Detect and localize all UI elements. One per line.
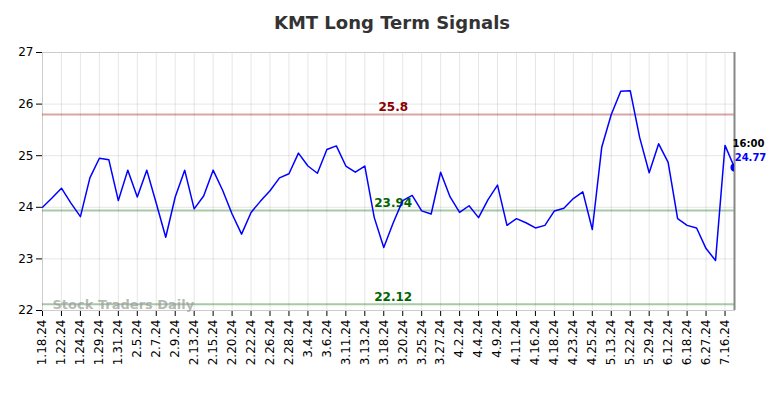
svg-text:2.26.24: 2.26.24 <box>263 320 277 366</box>
svg-text:16:00: 16:00 <box>733 138 765 149</box>
svg-text:25.8: 25.8 <box>378 100 408 114</box>
svg-text:24: 24 <box>18 200 33 214</box>
svg-text:1.22.24: 1.22.24 <box>54 320 68 366</box>
svg-text:3.11.24: 3.11.24 <box>339 320 353 366</box>
svg-text:4.2.24: 4.2.24 <box>452 320 466 358</box>
svg-text:5.29.24: 5.29.24 <box>642 320 656 366</box>
svg-text:6.18.24: 6.18.24 <box>680 320 694 366</box>
svg-text:4.25.24: 4.25.24 <box>585 320 599 366</box>
svg-text:6.27.24: 6.27.24 <box>699 320 713 366</box>
svg-text:2.15.24: 2.15.24 <box>206 320 220 366</box>
svg-text:2.13.24: 2.13.24 <box>187 320 201 366</box>
svg-text:3.4.24: 3.4.24 <box>301 320 315 358</box>
svg-text:2.5.24: 2.5.24 <box>130 320 144 358</box>
svg-text:5.22.24: 5.22.24 <box>623 320 637 366</box>
svg-text:5.13.24: 5.13.24 <box>604 320 618 366</box>
svg-text:4.23.24: 4.23.24 <box>566 320 580 366</box>
svg-text:24.77: 24.77 <box>735 152 767 163</box>
svg-text:4.11.24: 4.11.24 <box>509 320 523 366</box>
svg-text:2.22.24: 2.22.24 <box>244 320 258 366</box>
svg-text:4.18.24: 4.18.24 <box>547 320 561 366</box>
html-text:KMT Long Term Signals: KMT Long Term Signals <box>274 12 510 33</box>
svg-text:4.4.24: 4.4.24 <box>471 320 485 358</box>
svg-text:4.9.24: 4.9.24 <box>490 320 504 358</box>
svg-text:3.13.24: 3.13.24 <box>358 320 372 366</box>
svg-text:1.24.24: 1.24.24 <box>73 320 87 366</box>
svg-text:3.20.24: 3.20.24 <box>396 320 410 366</box>
svg-text:22: 22 <box>18 303 33 317</box>
svg-text:3.18.24: 3.18.24 <box>377 320 391 366</box>
svg-text:3.27.24: 3.27.24 <box>433 320 447 366</box>
svg-text:2.20.24: 2.20.24 <box>225 320 239 366</box>
svg-text:1.31.24: 1.31.24 <box>111 320 125 366</box>
svg-text:Stock Traders Daily: Stock Traders Daily <box>53 297 195 312</box>
svg-text:6.12.24: 6.12.24 <box>661 320 675 366</box>
svg-text:1.18.24: 1.18.24 <box>35 320 49 366</box>
svg-text:2.7.24: 2.7.24 <box>149 320 163 358</box>
svg-text:4.16.24: 4.16.24 <box>528 320 542 366</box>
svg-text:2.28.24: 2.28.24 <box>282 320 296 366</box>
svg-text:23.94: 23.94 <box>374 196 413 211</box>
svg-text:3.6.24: 3.6.24 <box>320 320 334 358</box>
svg-text:1.29.24: 1.29.24 <box>92 320 106 366</box>
svg-text:26: 26 <box>18 97 33 111</box>
svg-text:27: 27 <box>18 45 33 59</box>
svg-text:3.25.24: 3.25.24 <box>415 320 429 366</box>
svg-text:22.12: 22.12 <box>374 290 412 304</box>
svg-text:25: 25 <box>18 149 33 163</box>
svg-text:7.16.24: 7.16.24 <box>718 320 732 366</box>
svg-text:2.9.24: 2.9.24 <box>168 320 182 358</box>
svg-text:23: 23 <box>18 252 33 266</box>
